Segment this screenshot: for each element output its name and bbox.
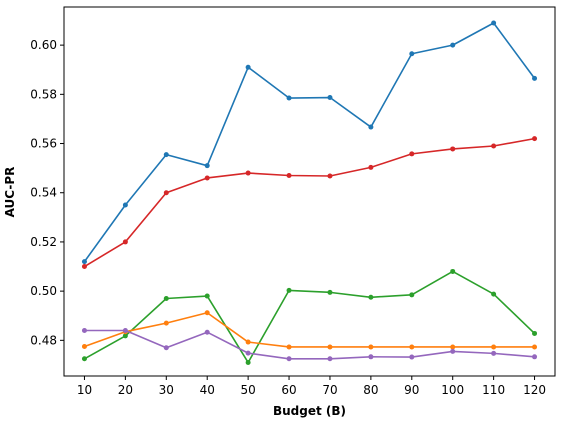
x-tick-label: 110 <box>482 383 505 397</box>
data-point <box>491 291 497 297</box>
data-point <box>204 175 210 181</box>
series-line <box>84 137 535 268</box>
series-line <box>83 22 536 263</box>
data-point <box>245 170 251 176</box>
series-line <box>84 329 535 360</box>
data-point <box>532 75 538 81</box>
x-axis: 10 20 30 40 50 60 70 80 90 100 110 120 <box>77 376 546 397</box>
data-point <box>450 42 456 48</box>
series-3 <box>81 268 538 365</box>
data-point <box>491 344 497 350</box>
y-tick-label: 0.58 <box>30 87 57 101</box>
series-2 <box>81 136 538 270</box>
data-point <box>368 124 374 130</box>
data-point <box>327 289 333 295</box>
data-point <box>163 152 169 158</box>
x-tick-label: 40 <box>200 383 215 397</box>
x-tick-label: 70 <box>322 383 337 397</box>
data-point <box>409 354 415 360</box>
data-point <box>409 51 415 57</box>
y-tick-label: 0.52 <box>30 235 57 249</box>
data-point <box>327 173 333 179</box>
data-point <box>81 327 87 333</box>
data-point <box>532 354 538 360</box>
data-point <box>163 345 169 351</box>
y-axis: 0.48 0.50 0.52 0.54 0.56 0.58 0.60 <box>30 38 64 347</box>
x-axis-label: Budget (B) <box>273 404 346 418</box>
data-point <box>245 350 251 356</box>
data-point <box>245 64 251 70</box>
x-tick-label: 30 <box>159 383 174 397</box>
x-tick-label: 20 <box>118 383 133 397</box>
y-tick-label: 0.56 <box>30 137 57 151</box>
data-point <box>450 348 456 354</box>
data-point <box>368 354 374 360</box>
data-point <box>532 136 538 142</box>
data-point <box>163 320 169 326</box>
data-point <box>204 310 210 316</box>
data-point <box>368 344 374 350</box>
data-point <box>81 259 87 265</box>
data-point <box>532 330 538 336</box>
data-point <box>409 151 415 157</box>
data-point <box>286 173 292 179</box>
data-point <box>81 264 87 270</box>
y-tick-label: 0.48 <box>30 333 57 347</box>
x-tick-label: 100 <box>441 383 464 397</box>
plot-area-frame <box>63 6 556 377</box>
data-point <box>409 344 415 350</box>
data-point <box>286 287 292 293</box>
x-tick-label: 60 <box>281 383 296 397</box>
data-point <box>122 333 128 339</box>
y-tick-label: 0.60 <box>30 38 57 52</box>
x-tick-label: 90 <box>404 383 419 397</box>
data-point <box>122 202 128 208</box>
data-point <box>491 350 497 356</box>
data-point <box>163 296 169 302</box>
data-point <box>409 292 415 298</box>
x-tick-label: 80 <box>363 383 378 397</box>
x-tick-label: 120 <box>523 383 546 397</box>
y-axis-label: AUC-PR <box>3 167 17 218</box>
data-point <box>327 356 333 362</box>
data-point <box>491 143 497 149</box>
x-tick-label: 10 <box>77 383 92 397</box>
data-point <box>368 294 374 300</box>
data-point <box>81 343 87 349</box>
data-point <box>450 344 456 350</box>
data-point <box>450 146 456 152</box>
data-point <box>450 268 456 274</box>
series-line <box>84 311 535 348</box>
data-point <box>286 344 292 350</box>
data-point <box>204 293 210 299</box>
series-line <box>84 270 536 364</box>
series-layer <box>81 20 538 365</box>
y-tick-label: 0.54 <box>30 186 57 200</box>
data-point <box>368 164 374 170</box>
data-point <box>163 190 169 196</box>
data-point <box>122 239 128 245</box>
data-point <box>204 329 210 335</box>
data-point <box>204 163 210 169</box>
data-point <box>286 356 292 362</box>
data-point <box>245 359 251 365</box>
data-point <box>286 95 292 101</box>
data-point <box>122 327 128 333</box>
data-point <box>81 356 87 362</box>
series-4 <box>81 310 538 350</box>
x-tick-label: 50 <box>240 383 255 397</box>
y-tick-label: 0.50 <box>30 284 57 298</box>
data-point <box>532 344 538 350</box>
data-point <box>327 344 333 350</box>
data-point <box>327 95 333 101</box>
data-point <box>245 339 251 345</box>
series-5 <box>81 327 538 362</box>
data-point <box>491 20 497 26</box>
series-1 <box>81 20 538 265</box>
